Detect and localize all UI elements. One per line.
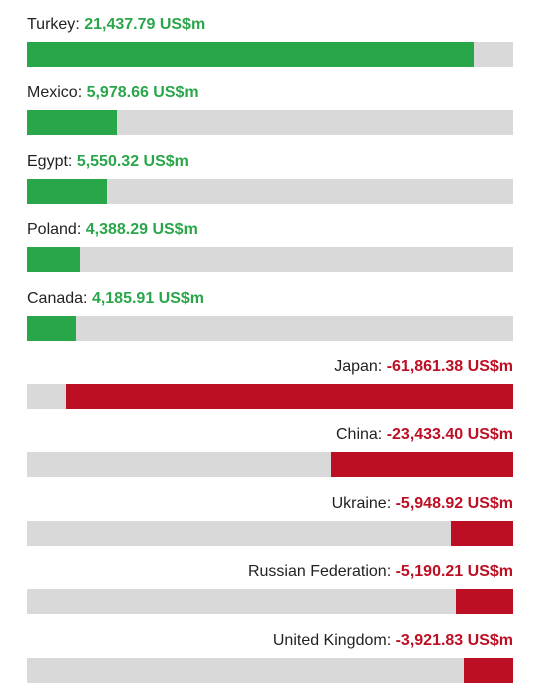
country-name: Ukraine: [331, 495, 387, 512]
label-separator: :: [386, 632, 396, 649]
bar-fill-negative: [464, 658, 513, 683]
label-separator: :: [67, 153, 77, 170]
country-name: Japan: [334, 358, 378, 375]
bar-label: Poland: 4,388.29 US$m: [27, 219, 198, 241]
country-name: Canada: [27, 290, 84, 307]
bar-track: [27, 589, 513, 614]
bar-label: Mexico: 5,978.66 US$m: [27, 82, 199, 104]
label-separator: :: [83, 290, 92, 307]
country-name: Russian Federation: [247, 563, 387, 580]
bar-track: [27, 521, 513, 546]
bar-row: Mexico: 5,978.66 US$m: [27, 82, 513, 144]
label-separator: :: [77, 84, 87, 101]
bar-track: [27, 384, 513, 409]
bar-track: [27, 110, 513, 135]
label-separator: :: [377, 358, 387, 375]
bar-row: Japan: -61,861.38 US$m: [27, 356, 513, 418]
bar-fill-negative: [456, 589, 513, 614]
bar-track: [27, 247, 513, 272]
bar-label: Canada: 4,185.91 US$m: [27, 288, 204, 310]
bar-track: [27, 658, 513, 683]
bar-row: Russian Federation: -5,190.21 US$m: [27, 561, 513, 623]
country-name: Mexico: [27, 84, 78, 101]
bar-value-label: -3,921.83 US$m: [395, 632, 513, 649]
bar-fill-positive: [27, 110, 117, 135]
label-separator: :: [75, 16, 85, 33]
bar-value-label: -5,948.92 US$m: [395, 495, 513, 512]
bar-row: United Kingdom: -3,921.83 US$m: [27, 630, 513, 692]
bar-track: [27, 452, 513, 477]
bar-fill-positive: [27, 42, 474, 67]
bar-fill-positive: [27, 247, 80, 272]
label-separator: :: [76, 221, 86, 238]
bar-row: Canada: 4,185.91 US$m: [27, 288, 513, 350]
bar-fill-negative: [451, 521, 513, 546]
bar-row: Poland: 4,388.29 US$m: [27, 219, 513, 281]
bar-row: Egypt: 5,550.32 US$m: [27, 151, 513, 213]
bar-label: United Kingdom: -3,921.83 US$m: [273, 630, 513, 652]
bar-row: Turkey: 21,437.79 US$m: [27, 14, 513, 76]
bar-fill-positive: [27, 316, 76, 341]
bar-track: [27, 42, 513, 67]
bar-track: [27, 316, 513, 341]
bar-value-label: 21,437.79 US$m: [84, 16, 206, 33]
bar-fill-positive: [27, 179, 107, 204]
bar-value-label: 4,185.91 US$m: [91, 290, 205, 307]
bar-value-label: -5,190.21 US$m: [395, 563, 513, 580]
bar-label: Russian Federation: -5,190.21 US$m: [248, 561, 513, 583]
bar-label: Ukraine: -5,948.92 US$m: [332, 493, 513, 515]
bar-fill-negative: [66, 384, 513, 409]
bar-value-label: 5,978.66 US$m: [86, 84, 199, 101]
country-name: China: [335, 426, 378, 443]
bar-value-label: -23,433.40 US$m: [386, 426, 513, 443]
bar-label: China: -23,433.40 US$m: [336, 424, 513, 446]
country-name: United Kingdom: [272, 632, 387, 649]
bar-value-label: -61,861.38 US$m: [386, 358, 513, 375]
label-separator: :: [386, 563, 396, 580]
bar-row: Ukraine: -5,948.92 US$m: [27, 493, 513, 555]
country-name: Poland: [27, 221, 77, 238]
bar-fill-negative: [331, 452, 513, 477]
bar-value-label: 5,550.32 US$m: [76, 153, 189, 170]
bar-label: Turkey: 21,437.79 US$m: [27, 14, 205, 36]
bar-label: Egypt: 5,550.32 US$m: [27, 151, 189, 173]
label-separator: :: [377, 426, 387, 443]
bar-row: China: -23,433.40 US$m: [27, 424, 513, 486]
country-name: Turkey: [27, 16, 76, 33]
label-separator: :: [386, 495, 396, 512]
bar-track: [27, 179, 513, 204]
country-name: Egypt: [27, 153, 68, 170]
bar-value-label: 4,388.29 US$m: [85, 221, 198, 238]
bar-label: Japan: -61,861.38 US$m: [334, 356, 513, 378]
